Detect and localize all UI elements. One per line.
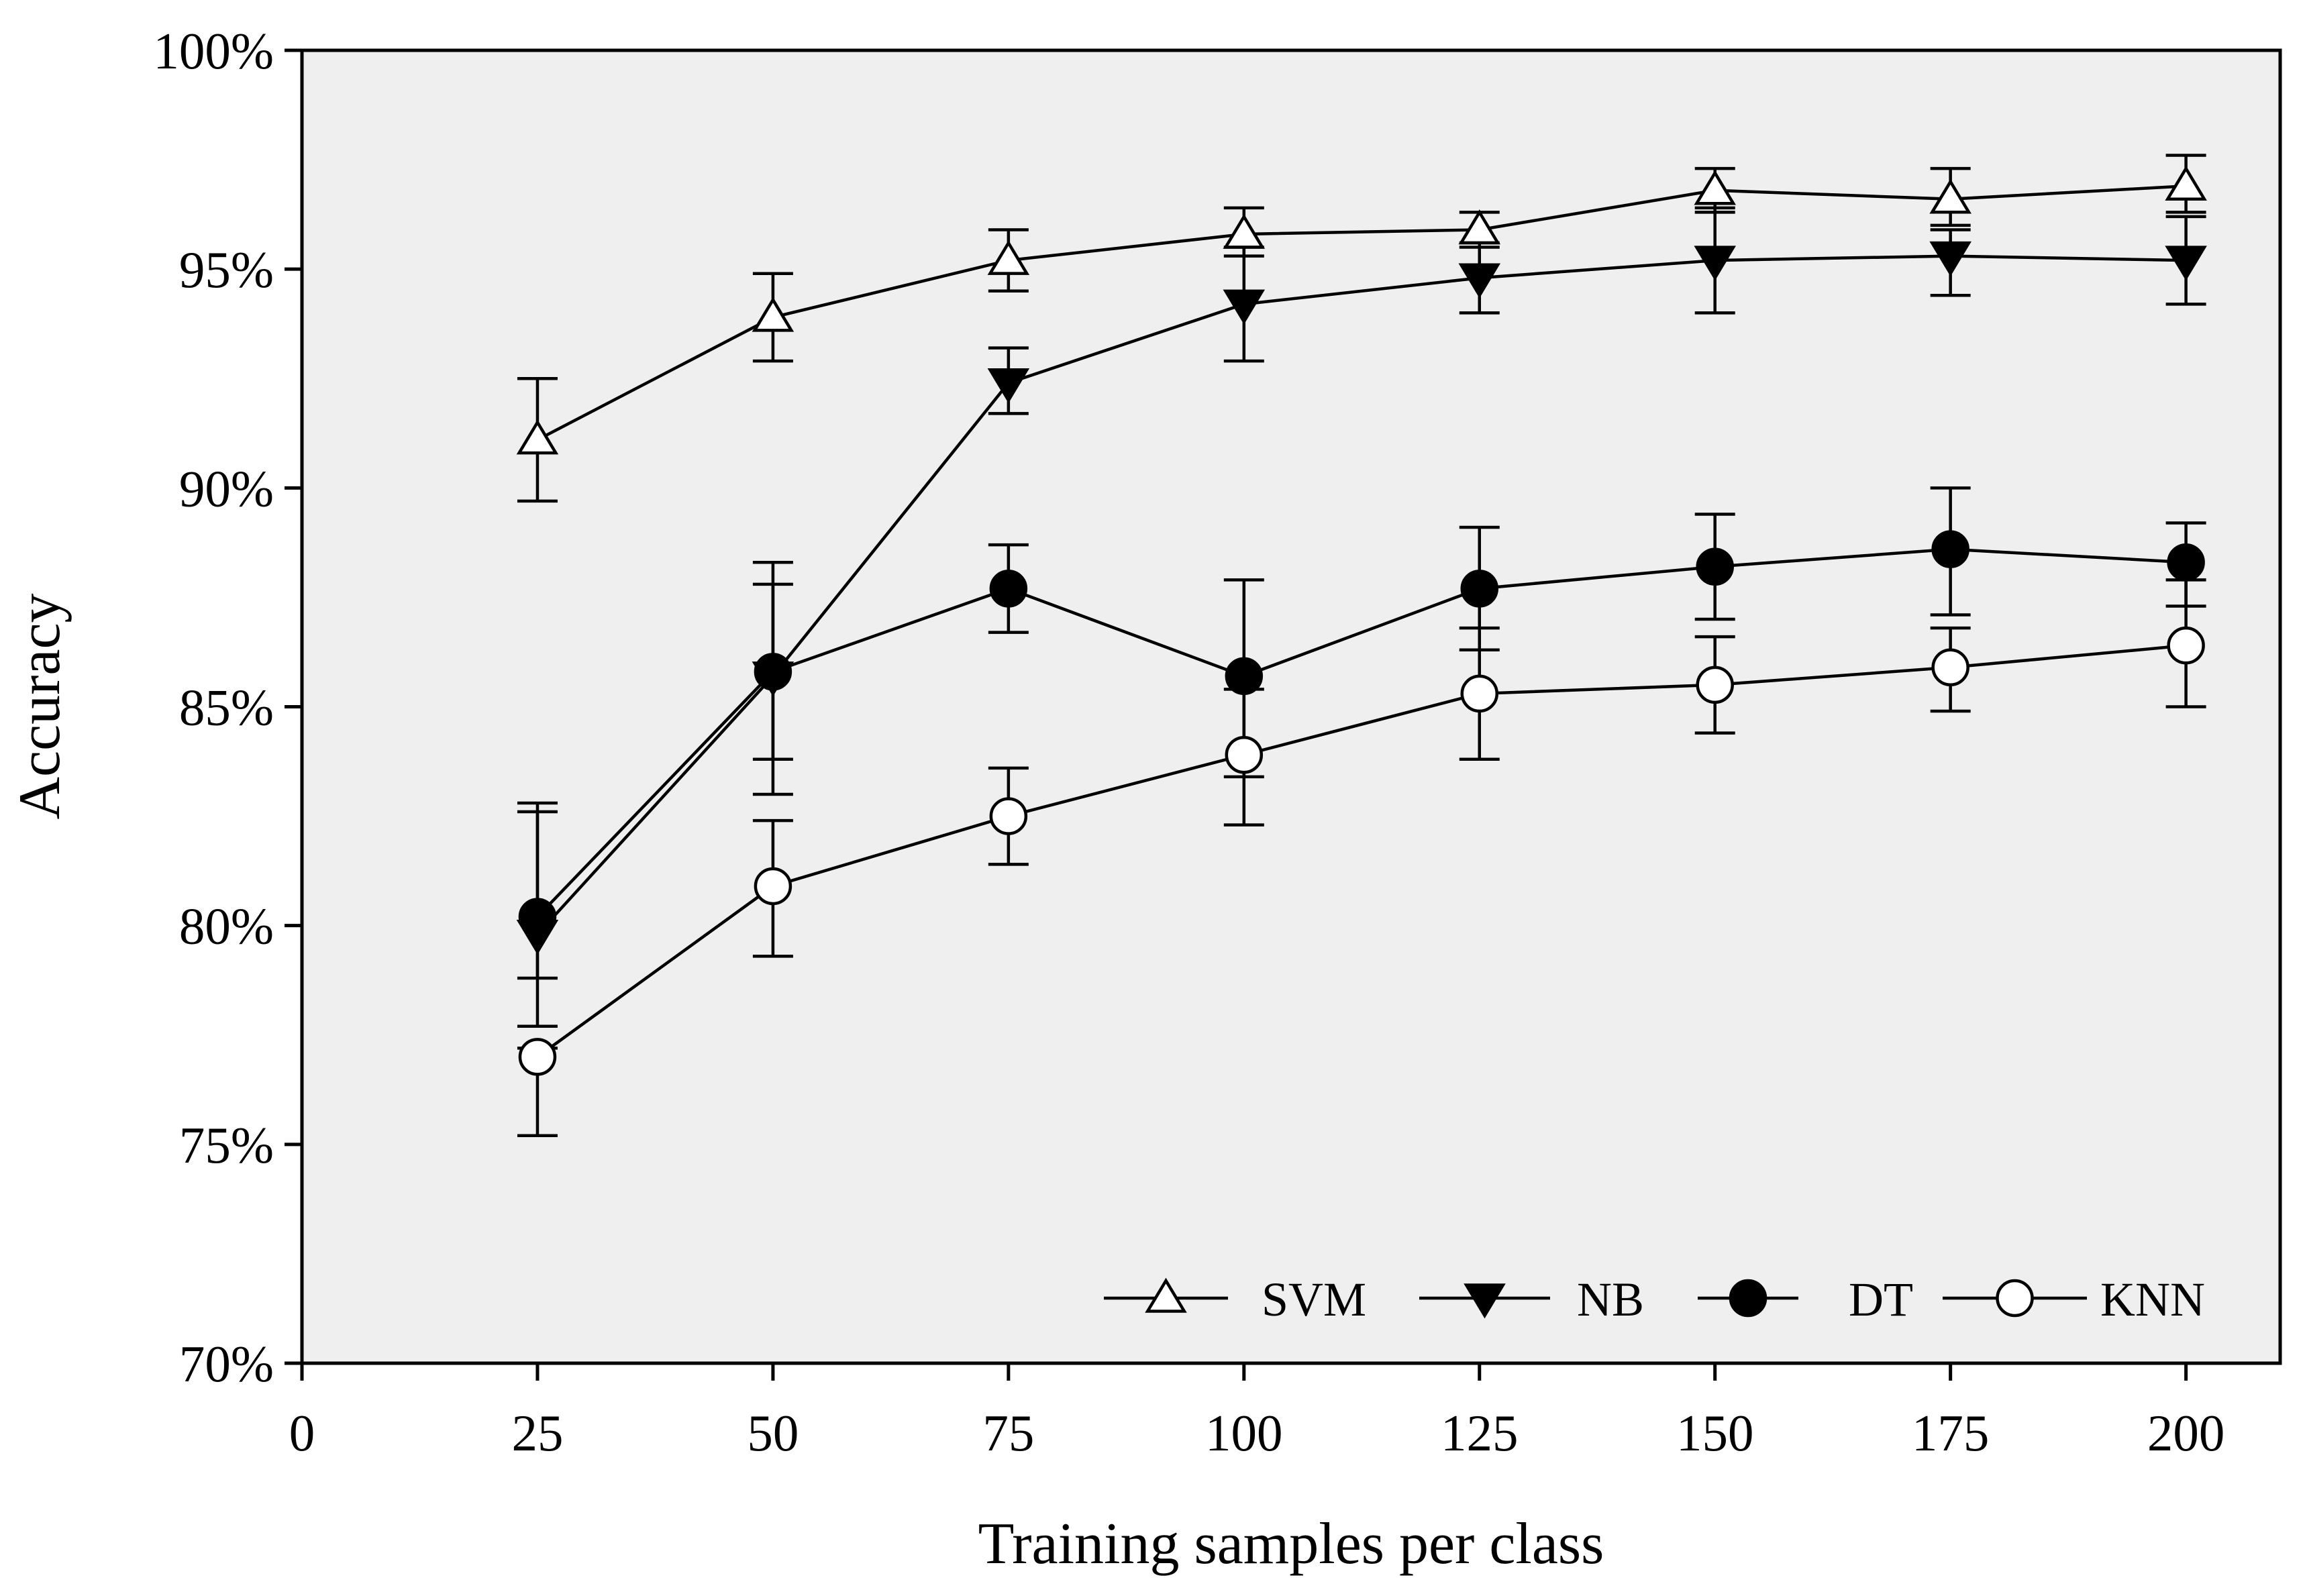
y-axis-title: Accuracy [7,593,72,819]
dt-point [518,898,557,936]
dt-point [1460,570,1499,608]
nb-point [1694,246,1736,281]
knn-point [2167,626,2205,665]
dt-point [1931,530,1969,568]
svm-point [1929,178,1971,214]
knn-point [754,867,792,906]
legend-item-dt: DT [1698,1273,1913,1326]
knn-point [1696,666,1734,704]
legend-item-knn: KNN [1943,1273,2205,1326]
axes: 70% 75% 80% 85% 90% 95% 100% 0 25 50 75 100 125 150 17… [153,22,2224,1462]
legend-item-nb: NB [1419,1273,1644,1326]
svm-point [987,240,1030,275]
plot-area [300,48,2282,1365]
dt-point [2167,543,2205,582]
series-svm [516,154,2207,503]
nb-line [536,254,2186,936]
series-knn [517,578,2206,1138]
y-tick-label: 80% [179,898,274,955]
nb-point [2165,246,2207,281]
y-tick-label: 75% [179,1116,274,1174]
dt-point [1696,547,1734,586]
dt-point [754,653,792,691]
x-tick-label: 75 [982,1404,1034,1462]
legend-label-dt: DT [1849,1273,1913,1326]
x-tick-label: 125 [1441,1404,1519,1462]
knn-point [518,1038,557,1076]
y-tick-label: 85% [179,679,274,737]
svm-line [536,184,2186,441]
y-tick-label: 90% [179,460,274,517]
legend-label-knn: KNN [2100,1273,2205,1326]
legend-marker-nb [1464,1283,1506,1319]
legend-marker-dt [1729,1279,1768,1318]
nb-point [1929,241,1971,276]
nb-point [987,368,1030,404]
x-tick-label: 200 [2147,1404,2225,1462]
knn-point [1460,674,1499,713]
svm-point [752,297,795,332]
dt-point [989,570,1028,608]
legend-marker-svm [1145,1277,1187,1313]
legend-item-svm: SVM [1104,1273,1366,1326]
nb-point [1458,263,1501,299]
x-tick-label: 100 [1205,1404,1283,1462]
knn-point [989,797,1028,835]
y-tick-label: 70% [179,1335,274,1393]
x-tick-label: 175 [1912,1404,1990,1462]
nb-point [1223,289,1266,325]
legend-label-svm: SVM [1262,1273,1366,1326]
x-tick-label: 50 [747,1404,799,1462]
svm-point [2165,165,2207,201]
x-axis-title: Training samples per class [978,1511,1604,1577]
knn-line [536,643,2186,1059]
legend-marker-knn [1996,1279,2034,1318]
knn-point [1931,648,1969,687]
dt-line [536,547,2186,918]
legend: SVM NB DT KNN [1104,1273,2205,1326]
x-tick-label: 150 [1676,1404,1754,1462]
series-layer [516,154,2207,1138]
y-tick-label: 100% [153,22,274,80]
series-dt [517,486,2206,1028]
knn-point [1225,736,1264,774]
x-tick-label: 0 [289,1404,315,1462]
svm-point [516,419,559,455]
legend-label-nb: NB [1577,1273,1644,1326]
y-tick-label: 95% [179,241,274,299]
x-tick-label: 25 [511,1404,563,1462]
svm-point [1694,170,1736,205]
